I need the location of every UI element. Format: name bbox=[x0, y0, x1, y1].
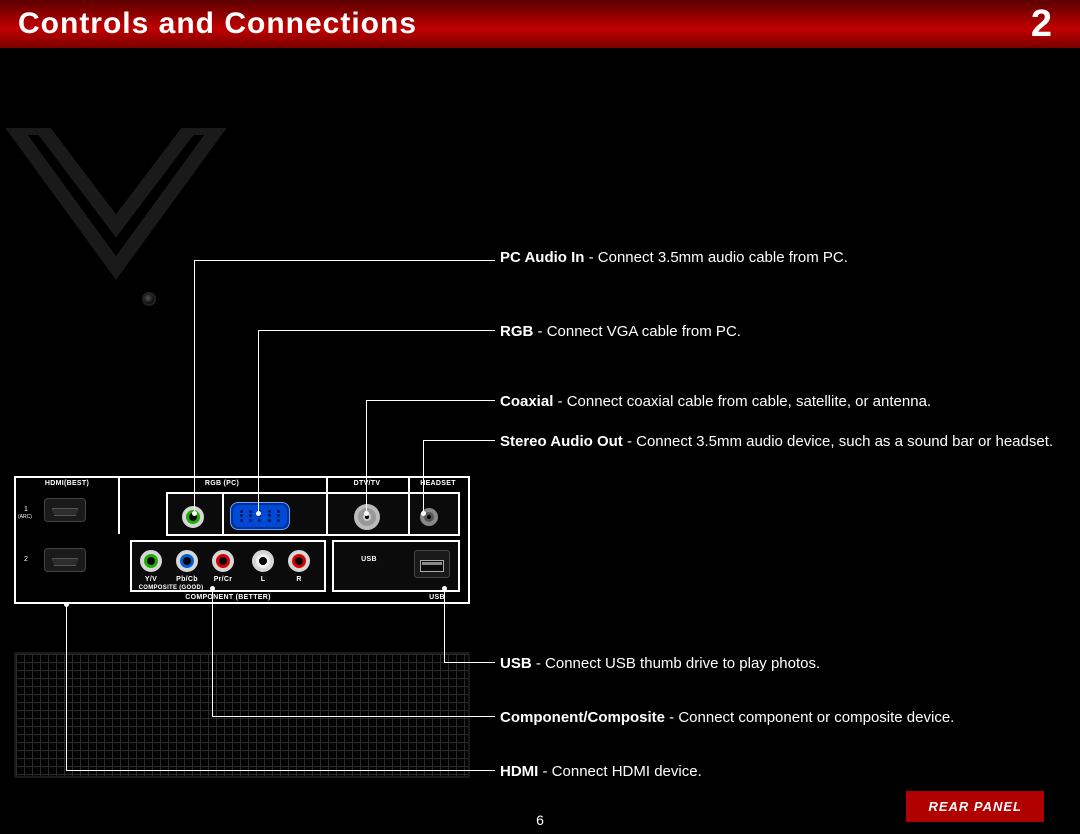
desc-text: Connect 3.5mm audio device, such as a so… bbox=[636, 433, 1053, 450]
desc-label: RGB bbox=[500, 323, 533, 340]
desc-sep: - bbox=[584, 249, 597, 266]
divider bbox=[408, 492, 410, 536]
hdmi-port-2 bbox=[44, 548, 86, 572]
desc-text: Connect coaxial cable from cable, satell… bbox=[567, 393, 931, 410]
desc-label: Coaxial bbox=[500, 393, 553, 410]
desc-label: Component/Composite bbox=[500, 709, 665, 726]
leader-usb-v bbox=[444, 588, 445, 662]
desc-pc-audio: PC Audio In - Connect 3.5mm audio cable … bbox=[500, 248, 1056, 268]
vga-port bbox=[230, 502, 290, 530]
hdmi-1-label: 1 bbox=[24, 506, 28, 513]
leader-stereo-h bbox=[423, 440, 495, 441]
leader-usb-dot bbox=[442, 586, 447, 591]
component-pb-jack bbox=[176, 550, 198, 572]
usb-port bbox=[414, 550, 450, 578]
desc-sep: - bbox=[532, 655, 545, 672]
desc-component: Component/Composite - Connect component … bbox=[500, 708, 1056, 728]
leader-pc-audio-h bbox=[194, 260, 495, 261]
chapter-number: 2 bbox=[1031, 3, 1052, 46]
leader-coaxial-dot bbox=[364, 511, 369, 516]
desc-text: Connect USB thumb drive to play photos. bbox=[545, 655, 820, 672]
label-dtv: DTV/TV bbox=[326, 480, 408, 487]
leader-hdmi-v bbox=[66, 604, 67, 770]
hdmi-2-label: 2 bbox=[24, 556, 28, 563]
label-pb: Pb/Cb bbox=[172, 576, 202, 583]
divider bbox=[326, 492, 328, 536]
leader-component-v bbox=[212, 588, 213, 716]
leader-coaxial-h bbox=[366, 400, 495, 401]
component-y-jack bbox=[140, 550, 162, 572]
desc-sep: - bbox=[623, 433, 636, 450]
hdmi-arc-label: (ARC) bbox=[18, 514, 32, 520]
leader-coaxial-v bbox=[366, 400, 367, 513]
leader-component-dot bbox=[210, 586, 215, 591]
audio-r-jack bbox=[288, 550, 310, 572]
label-usb-bottom: USB bbox=[412, 594, 462, 601]
divider bbox=[222, 492, 224, 536]
label-hdmi: HDMI(BEST) bbox=[16, 480, 118, 487]
leader-hdmi-h bbox=[66, 770, 495, 771]
label-pr: Pr/Cr bbox=[208, 576, 238, 583]
page-title: Controls and Connections bbox=[18, 7, 417, 41]
desc-stereo: Stereo Audio Out - Connect 3.5mm audio d… bbox=[500, 432, 1056, 452]
leader-hdmi-dot bbox=[64, 602, 69, 607]
v-logo bbox=[6, 128, 226, 288]
audio-l-jack bbox=[252, 550, 274, 572]
hdmi-port-1 bbox=[44, 498, 86, 522]
label-rgb: RGB (PC) bbox=[118, 480, 326, 487]
screw-icon bbox=[142, 292, 156, 306]
leader-stereo-v bbox=[423, 440, 424, 513]
desc-sep: - bbox=[533, 323, 546, 340]
desc-label: USB bbox=[500, 655, 532, 672]
desc-sep: - bbox=[553, 393, 566, 410]
desc-rgb: RGB - Connect VGA cable from PC. bbox=[500, 322, 1056, 342]
label-r: R bbox=[286, 576, 312, 583]
coaxial-port bbox=[354, 504, 380, 530]
leader-usb-h bbox=[444, 662, 495, 663]
desc-coaxial: Coaxial - Connect coaxial cable from cab… bbox=[500, 392, 1056, 412]
label-usb-in: USB bbox=[342, 556, 396, 563]
desc-sep: - bbox=[538, 763, 551, 780]
desc-label: Stereo Audio Out bbox=[500, 433, 623, 450]
leader-stereo-dot bbox=[421, 511, 426, 516]
desc-text: Connect component or composite device. bbox=[678, 709, 954, 726]
desc-text: Connect VGA cable from PC. bbox=[547, 323, 741, 340]
desc-sep: - bbox=[665, 709, 678, 726]
label-composite: COMPOSITE (GOOD) bbox=[136, 585, 206, 591]
leader-rgb-v bbox=[258, 330, 259, 513]
desc-text: Connect 3.5mm audio cable from PC. bbox=[598, 249, 848, 266]
vent-mesh bbox=[14, 652, 470, 778]
desc-label: PC Audio In bbox=[500, 249, 584, 266]
label-headset: HEADSET bbox=[408, 480, 468, 487]
leader-component-h bbox=[212, 716, 495, 717]
leader-rgb-h bbox=[258, 330, 495, 331]
desc-text: Connect HDMI device. bbox=[552, 763, 702, 780]
desc-usb: USB - Connect USB thumb drive to play ph… bbox=[500, 654, 1056, 674]
label-yv: Y/V bbox=[136, 576, 166, 583]
desc-hdmi: HDMI - Connect HDMI device. bbox=[500, 762, 1056, 782]
rear-port-panel: HDMI(BEST) RGB (PC) DTV/TV HEADSET PC AU… bbox=[14, 476, 470, 604]
leader-pc-audio-dot bbox=[192, 511, 197, 516]
pc-audio-jack bbox=[182, 506, 204, 528]
leader-rgb-dot bbox=[256, 511, 261, 516]
label-component: COMPONENT (BETTER) bbox=[130, 594, 326, 601]
upper-inner-box bbox=[166, 492, 460, 536]
page-header: Controls and Connections 2 bbox=[0, 0, 1080, 48]
label-l: L bbox=[250, 576, 276, 583]
leader-pc-audio-v bbox=[194, 260, 195, 513]
component-pr-jack bbox=[212, 550, 234, 572]
desc-label: HDMI bbox=[500, 763, 538, 780]
rear-panel-badge: REAR PANEL bbox=[906, 791, 1044, 822]
